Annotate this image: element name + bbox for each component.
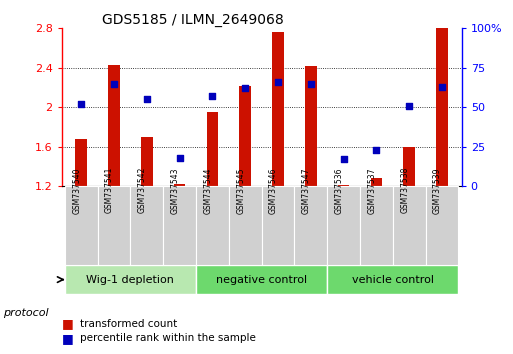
Bar xyxy=(75,139,87,186)
Bar xyxy=(436,28,448,186)
Bar xyxy=(338,185,349,186)
Bar xyxy=(393,186,426,266)
Text: Wig-1 depletion: Wig-1 depletion xyxy=(87,275,174,285)
Text: GSM737541: GSM737541 xyxy=(105,167,114,213)
Text: GSM737543: GSM737543 xyxy=(171,167,180,213)
Bar xyxy=(360,186,393,266)
Text: GSM737539: GSM737539 xyxy=(433,167,442,213)
Point xyxy=(77,101,85,107)
Bar xyxy=(404,147,415,186)
Bar xyxy=(272,32,284,186)
Bar xyxy=(130,186,163,266)
Bar xyxy=(229,186,262,266)
Bar xyxy=(371,178,382,186)
Point xyxy=(372,147,381,153)
Bar xyxy=(327,186,360,266)
Text: GSM737545: GSM737545 xyxy=(236,167,245,213)
Text: vehicle control: vehicle control xyxy=(352,275,434,285)
Point xyxy=(175,155,184,161)
Bar xyxy=(97,186,130,266)
Bar xyxy=(207,112,218,186)
Text: GSM737544: GSM737544 xyxy=(204,167,212,213)
Text: negative control: negative control xyxy=(216,275,307,285)
Bar xyxy=(65,266,196,294)
Point xyxy=(405,103,413,109)
Text: protocol: protocol xyxy=(3,308,48,318)
Bar xyxy=(327,266,459,294)
Text: GDS5185 / ILMN_2649068: GDS5185 / ILMN_2649068 xyxy=(102,13,283,27)
Bar xyxy=(65,186,97,266)
Point xyxy=(110,81,118,86)
Text: ■: ■ xyxy=(62,318,73,330)
Bar xyxy=(305,66,317,186)
Bar xyxy=(426,186,459,266)
Bar xyxy=(196,266,327,294)
Point xyxy=(143,97,151,102)
Text: GSM737546: GSM737546 xyxy=(269,167,278,213)
Bar xyxy=(262,186,294,266)
Text: GSM737536: GSM737536 xyxy=(334,167,344,213)
Bar xyxy=(240,86,251,186)
Bar xyxy=(196,186,229,266)
Text: GSM737537: GSM737537 xyxy=(367,167,377,213)
Point xyxy=(241,86,249,91)
Point xyxy=(208,93,216,99)
Text: GSM737547: GSM737547 xyxy=(302,167,311,213)
Text: ■: ■ xyxy=(62,332,73,344)
Bar xyxy=(294,186,327,266)
Point xyxy=(340,157,348,162)
Point xyxy=(438,84,446,90)
Bar xyxy=(163,186,196,266)
Text: GSM737540: GSM737540 xyxy=(72,167,81,213)
Bar xyxy=(141,137,152,186)
Bar xyxy=(108,65,120,186)
Text: GSM737542: GSM737542 xyxy=(138,167,147,213)
Text: transformed count: transformed count xyxy=(80,319,177,329)
Text: percentile rank within the sample: percentile rank within the sample xyxy=(80,333,255,343)
Text: GSM737538: GSM737538 xyxy=(400,167,409,213)
Bar xyxy=(174,184,185,186)
Point xyxy=(274,79,282,85)
Point xyxy=(307,81,315,86)
